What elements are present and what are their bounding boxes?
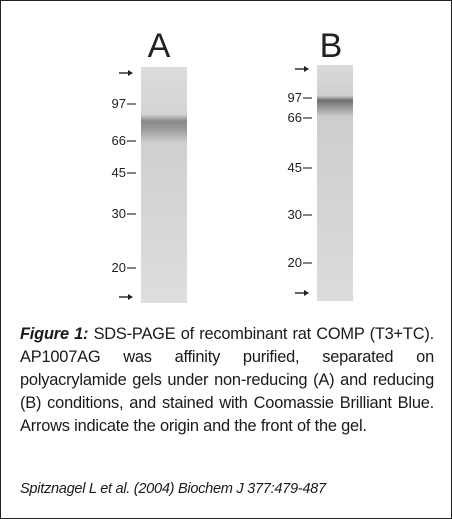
marker-label: 66 — [112, 133, 126, 148]
gel-lane — [141, 67, 187, 303]
marker-label: 97 — [112, 96, 126, 111]
gel-figure: A 97 66 45 30 20 B 97 66 45 30 20 — [1, 1, 451, 316]
marker-label: 20 — [112, 260, 126, 275]
citation: Spitznagel L et al. (2004) Biochem J 377… — [20, 481, 326, 497]
arrow-head — [128, 70, 133, 76]
caption: Figure 1: SDS-PAGE of recombinant rat CO… — [20, 323, 434, 438]
panel-label: B — [320, 27, 343, 65]
marker-label: 45 — [112, 165, 126, 180]
marker-label: 30 — [288, 207, 302, 222]
caption-label: Figure 1: — [20, 325, 88, 343]
gel-lane — [317, 65, 353, 301]
marker-label: 30 — [112, 206, 126, 221]
panel-label: A — [148, 27, 171, 65]
marker-label: 45 — [288, 160, 302, 175]
arrow-head — [128, 294, 133, 300]
arrow-head — [304, 290, 309, 296]
figure: A 97 66 45 30 20 B 97 66 45 30 20 Figure 1: SDS-PAG… — [0, 0, 452, 519]
arrow-head — [304, 66, 309, 72]
marker-label: 97 — [288, 90, 302, 105]
marker-label: 20 — [288, 255, 302, 270]
marker-label: 66 — [288, 110, 302, 125]
